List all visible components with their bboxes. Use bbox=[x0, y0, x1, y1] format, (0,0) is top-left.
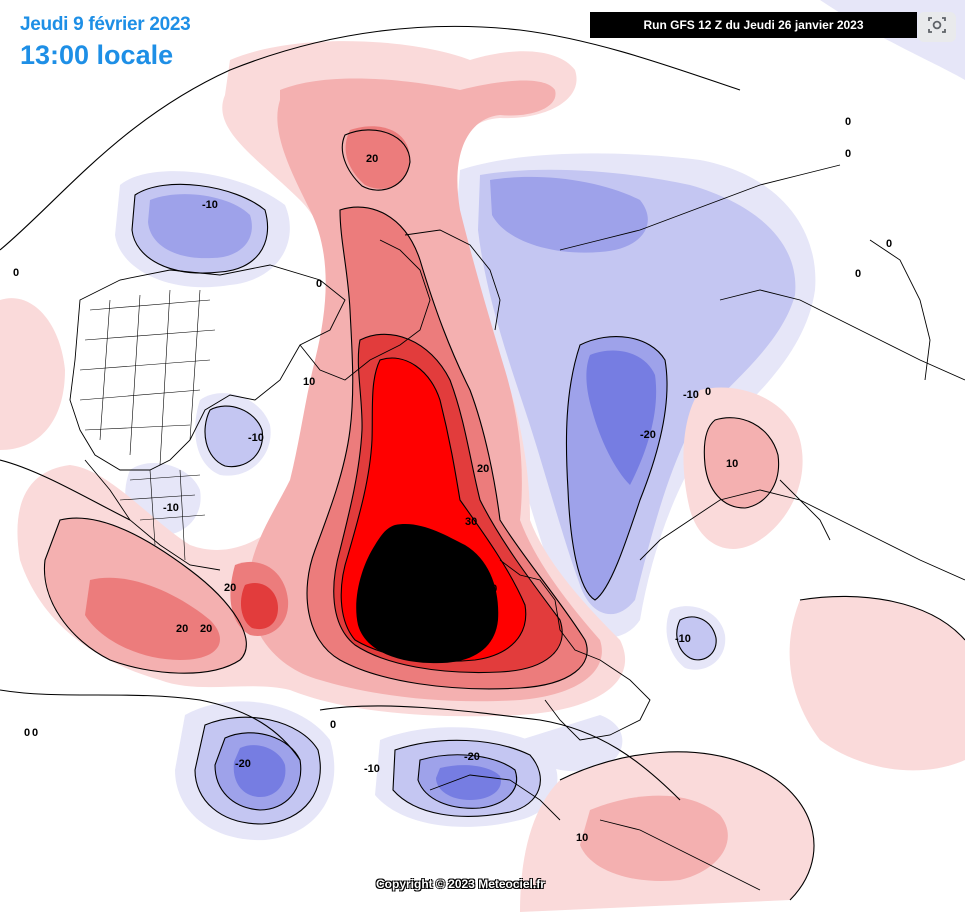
contour-label: 0 bbox=[330, 719, 336, 731]
contour-label: 20 bbox=[477, 463, 489, 475]
graticule-grid bbox=[79, 289, 216, 561]
contour-label: 0 bbox=[845, 116, 851, 128]
contour-label: -20 bbox=[235, 758, 251, 770]
camera-lens-button[interactable] bbox=[918, 12, 956, 42]
cold-anomaly-fills-4 bbox=[233, 350, 657, 800]
copyright-notice: Copyright © 2023 Meteociel.fr bbox=[376, 877, 545, 891]
contour-label: -20 bbox=[640, 429, 656, 441]
contour-label: 0 bbox=[32, 727, 38, 739]
contour-lines bbox=[0, 25, 965, 901]
contour-label: 0 bbox=[705, 386, 711, 398]
contour-label: -10 bbox=[364, 763, 380, 775]
model-run-label: Run GFS 12 Z du Jeudi 26 janvier 2023 bbox=[643, 18, 864, 32]
contour-label: -20 bbox=[464, 751, 480, 763]
contour-label: 20 bbox=[224, 582, 236, 594]
contour-label: -10 bbox=[683, 389, 699, 401]
contour-label: 0 bbox=[24, 727, 30, 739]
forecast-time-title: 13:00 locale bbox=[20, 40, 174, 70]
forecast-date-title: Jeudi 9 février 2023 bbox=[20, 14, 191, 35]
contour-label: 0 bbox=[13, 267, 19, 279]
model-run-banner: Run GFS 12 Z du Jeudi 26 janvier 2023 bbox=[590, 12, 917, 38]
contour-label: -10 bbox=[248, 432, 264, 444]
contour-label: 0 bbox=[855, 268, 861, 280]
contour-label: 10 bbox=[576, 832, 588, 844]
contour-label: 10 bbox=[726, 458, 738, 470]
camera-lens-icon bbox=[927, 15, 947, 40]
coastlines bbox=[69, 164, 965, 891]
contour-label: -10 bbox=[675, 633, 691, 645]
contour-value-labels: 20 -10 0 10 -10 -10 20 20 20 30 40 20 -1… bbox=[13, 116, 892, 844]
contour-label: 0 bbox=[886, 238, 892, 250]
contour-label: 20 bbox=[200, 623, 212, 635]
warm-anomaly-core bbox=[356, 524, 499, 664]
contour-label: 0 bbox=[845, 148, 851, 160]
contour-label: 20 bbox=[176, 623, 188, 635]
contour-label: 0 bbox=[316, 278, 322, 290]
contour-label: 30 bbox=[465, 516, 477, 528]
contour-label: 20 bbox=[366, 153, 378, 165]
contour-label: 40 bbox=[485, 583, 497, 595]
contour-label: -10 bbox=[163, 502, 179, 514]
contour-label: 10 bbox=[303, 376, 315, 388]
contour-label: -10 bbox=[202, 199, 218, 211]
